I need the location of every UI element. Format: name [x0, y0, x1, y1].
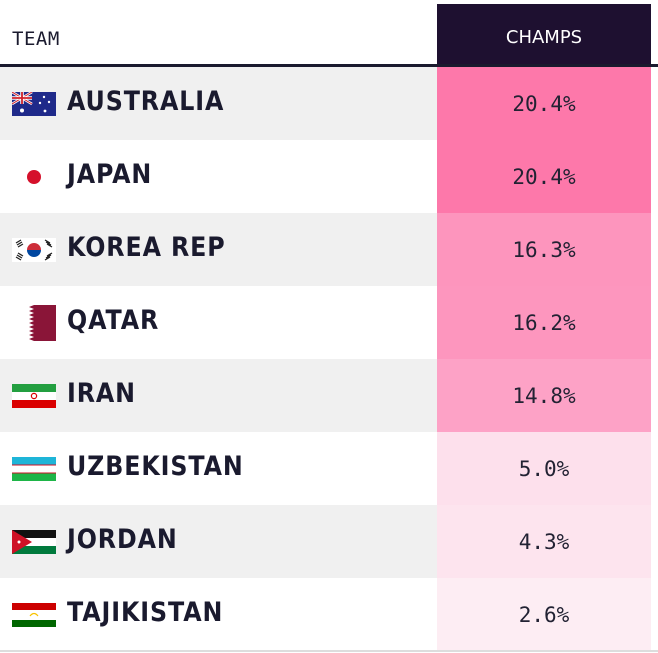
team-cell: TAJIKISTAN — [0, 578, 437, 651]
table-row: IRAN 14.8% — [0, 359, 658, 432]
team-column-header: TEAM — [12, 28, 60, 50]
header-divider — [0, 64, 658, 67]
team-name: JORDAN — [67, 524, 178, 555]
team-cell: AUSTRALIA — [0, 67, 437, 140]
team-cell: KOREA REP — [0, 213, 437, 286]
team-cell: QATAR — [0, 286, 437, 359]
team-cell: JAPAN — [0, 140, 437, 213]
team-name: KOREA REP — [67, 232, 226, 263]
team-name: IRAN — [67, 378, 136, 409]
champs-value: 16.2% — [437, 286, 651, 359]
qatar-flag-icon — [12, 305, 56, 341]
team-cell: IRAN — [0, 359, 437, 432]
table-header: TEAM CHAMPS — [0, 0, 658, 66]
champs-column-header: CHAMPS — [437, 4, 651, 66]
tajikistan-flag-icon — [12, 603, 56, 627]
champs-value: 16.3% — [437, 213, 651, 286]
iran-flag-icon — [12, 384, 56, 408]
table-row: UZBEKISTAN 5.0% — [0, 432, 658, 505]
champs-value: 2.6% — [437, 578, 651, 651]
jordan-flag-icon — [12, 530, 56, 554]
table-bottom-divider — [0, 650, 658, 652]
champs-value: 4.3% — [437, 505, 651, 578]
champs-value: 20.4% — [437, 67, 651, 140]
team-name: UZBEKISTAN — [67, 451, 244, 482]
table-row: KOREA REP 16.3% — [0, 213, 658, 286]
champs-value: 20.4% — [437, 140, 651, 213]
champs-value: 14.8% — [437, 359, 651, 432]
table-row: TAJIKISTAN 2.6% — [0, 578, 658, 651]
australia-flag-icon — [12, 92, 56, 116]
team-name: JAPAN — [67, 159, 153, 190]
champs-value: 5.0% — [437, 432, 651, 505]
team-cell: JORDAN — [0, 505, 437, 578]
team-name: TAJIKISTAN — [67, 597, 224, 628]
table-row: JORDAN 4.3% — [0, 505, 658, 578]
japan-flag-icon — [12, 165, 56, 189]
team-name: AUSTRALIA — [67, 86, 225, 117]
table-row: JAPAN 20.4% — [0, 140, 658, 213]
table-row: QATAR 16.2% — [0, 286, 658, 359]
team-name: QATAR — [67, 305, 160, 336]
korea-flag-icon — [12, 238, 56, 262]
team-cell: UZBEKISTAN — [0, 432, 437, 505]
table-row: AUSTRALIA 20.4% — [0, 67, 658, 140]
uzbekistan-flag-icon — [12, 457, 56, 481]
